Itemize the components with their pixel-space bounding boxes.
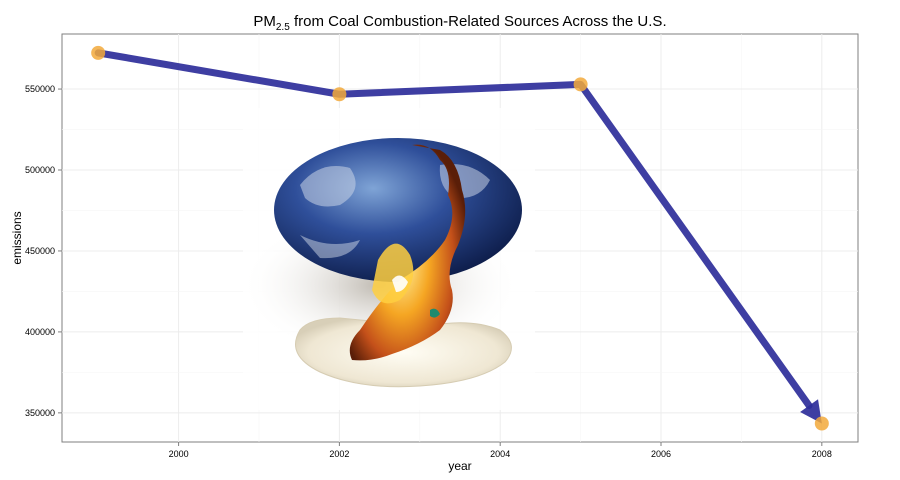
chart-title-main: PM xyxy=(253,13,276,30)
y-tick-label-3: 500000 xyxy=(25,165,55,175)
y-tick-label-1: 400000 xyxy=(25,327,55,337)
x-tick-label-2: 2004 xyxy=(490,449,510,459)
series-emissions xyxy=(91,45,829,431)
melting-earth-egg-image xyxy=(240,108,535,410)
x-tick-label-1: 2002 xyxy=(329,449,349,459)
y-axis-title: emissions xyxy=(10,211,24,264)
data-point-2008 xyxy=(814,416,829,431)
chart-title: PM2.5 from Coal Combustion-Related Sourc… xyxy=(253,13,666,33)
x-axis: 2000 2002 2004 2006 2008 xyxy=(169,442,832,459)
x-tick-label-3: 2006 xyxy=(651,449,671,459)
data-point-2005 xyxy=(573,77,588,92)
chart-title-subscript: 2.5 xyxy=(276,22,290,33)
y-tick-label-0: 350000 xyxy=(25,408,55,418)
chart-title-rest: from Coal Combustion-Related Sources Acr… xyxy=(290,13,667,30)
x-axis-title: year xyxy=(448,459,471,473)
series-line xyxy=(94,49,813,410)
data-point-1999 xyxy=(91,45,106,60)
y-axis: 350000 400000 450000 500000 550000 xyxy=(25,84,62,418)
y-tick-label-4: 550000 xyxy=(25,84,55,94)
x-tick-label-0: 2000 xyxy=(169,449,189,459)
data-point-2002 xyxy=(332,87,347,102)
series-arrow-head xyxy=(800,399,822,424)
x-tick-label-4: 2008 xyxy=(812,449,832,459)
y-tick-label-2: 450000 xyxy=(25,246,55,256)
